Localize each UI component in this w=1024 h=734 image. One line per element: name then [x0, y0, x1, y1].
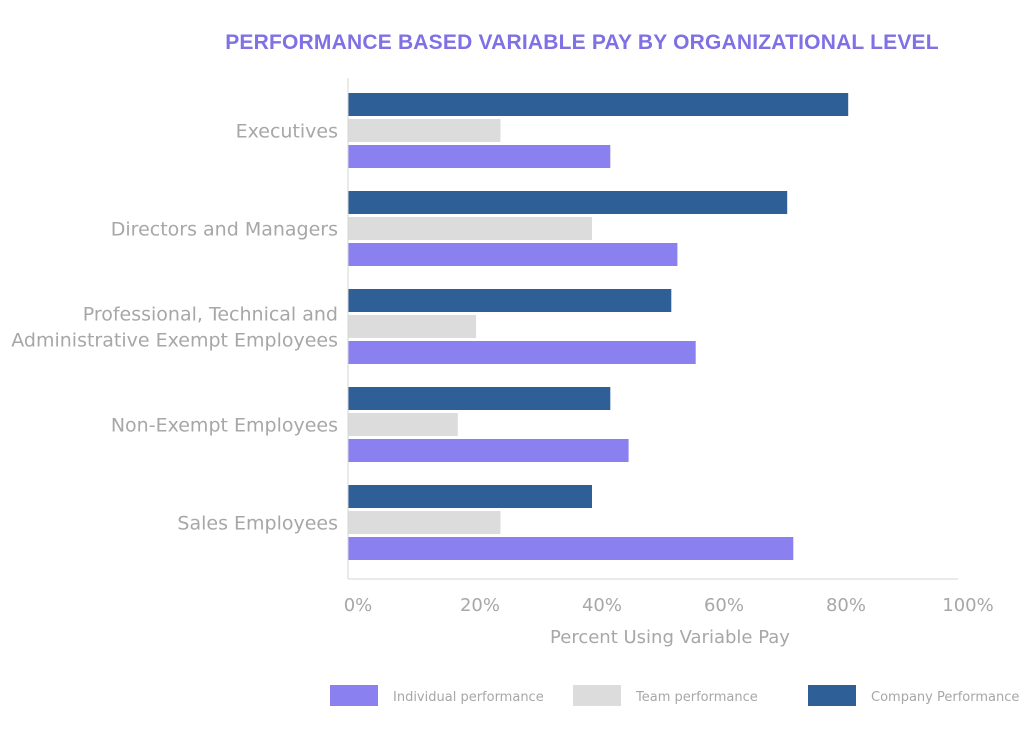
- bar-company-performance-2: [348, 289, 672, 312]
- x-tick-label: 0%: [344, 595, 373, 616]
- category-label: Non-Exempt Employees: [111, 415, 338, 437]
- chart-title: PERFORMANCE BASED VARIABLE PAY BY ORGANI…: [225, 31, 939, 54]
- x-tick-label: 80%: [826, 595, 866, 616]
- category-label: Professional, Technical and: [83, 304, 338, 326]
- legend-swatch-individual-performance: [330, 685, 378, 706]
- bar-company-performance-4: [348, 485, 592, 508]
- x-tick-label: 60%: [704, 595, 744, 616]
- bar-individual-performance-4: [348, 537, 794, 560]
- legend-label: Individual performance: [393, 690, 544, 705]
- bar-team-performance-3: [348, 413, 458, 436]
- bars-group: [348, 93, 849, 560]
- category-label: Executives: [236, 121, 338, 143]
- category-label: Directors and Managers: [111, 219, 338, 241]
- bar-individual-performance-2: [348, 341, 696, 364]
- legend-swatch-team-performance: [573, 685, 621, 706]
- bar-individual-performance-0: [348, 145, 611, 168]
- bar-company-performance-0: [348, 93, 849, 116]
- bar-individual-performance-1: [348, 243, 678, 266]
- bar-team-performance-4: [348, 511, 501, 534]
- bar-company-performance-3: [348, 387, 611, 410]
- x-tick-label: 100%: [942, 595, 993, 616]
- legend-label: Team performance: [635, 690, 758, 705]
- bar-individual-performance-3: [348, 439, 629, 462]
- legend-label: Company Performance: [871, 690, 1019, 705]
- x-tick-label: 40%: [582, 595, 622, 616]
- bar-team-performance-0: [348, 119, 501, 142]
- bar-company-performance-1: [348, 191, 788, 214]
- x-tick-labels: 0% 20% 40% 60% 80% 100%: [344, 595, 994, 616]
- legend-swatch-company-performance: [808, 685, 856, 706]
- x-tick-label: 20%: [460, 595, 500, 616]
- bar-team-performance-1: [348, 217, 592, 240]
- bar-team-performance-2: [348, 315, 477, 338]
- category-label: Sales Employees: [177, 513, 338, 535]
- x-axis-title: Percent Using Variable Pay: [550, 627, 790, 648]
- category-labels: Executives Directors and Managers Professi…: [11, 121, 338, 535]
- legend: Individual performance Team performance Co…: [330, 685, 1019, 706]
- category-label: Administrative Exempt Employees: [11, 330, 338, 352]
